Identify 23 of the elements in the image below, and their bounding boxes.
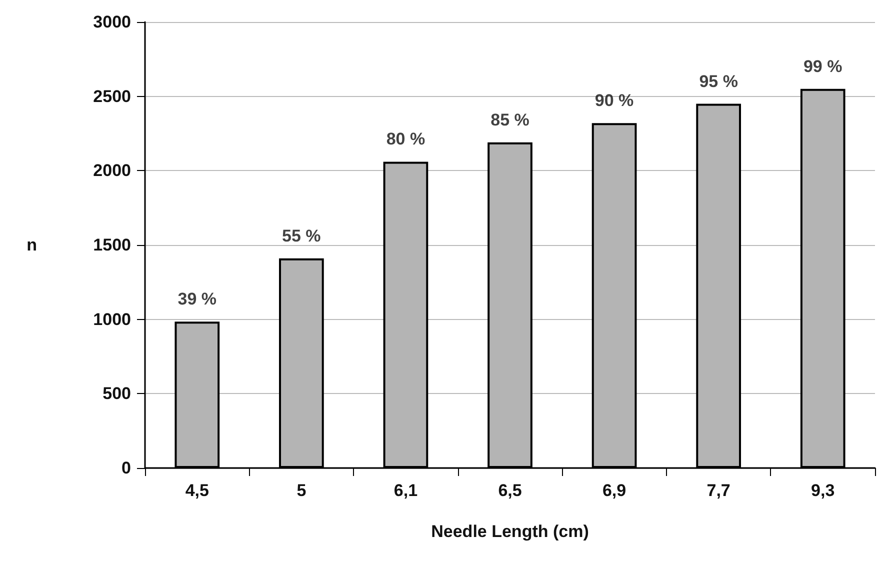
y-axis-title: n <box>26 236 37 254</box>
y-tick-label: 2000 <box>93 161 131 180</box>
y-tick-label: 500 <box>102 384 131 404</box>
annotation: 90 % <box>594 91 634 110</box>
annotation: 95 % <box>699 72 738 91</box>
y-tick-label: 3000 <box>93 12 131 32</box>
annotation: 99 % <box>803 56 842 76</box>
y-tick-label: 1500 <box>93 236 131 254</box>
x-tick-label: 7,7 <box>706 481 730 500</box>
y-tick-label: 1000 <box>93 310 131 329</box>
x-tick-label: 9,3 <box>811 481 835 500</box>
x-tick-label: 5 <box>296 481 306 500</box>
annotation: 80 % <box>386 130 426 149</box>
x-axis-title: Needle Length (cm) <box>431 522 589 541</box>
annotation: 85 % <box>490 110 530 130</box>
annotation: 55 % <box>282 226 321 246</box>
x-tick-label: 4,5 <box>185 481 209 500</box>
x-tick-label: 6,9 <box>602 481 626 500</box>
y-tick-label: 0 <box>122 458 131 478</box>
x-tick-label: 6,1 <box>394 481 418 500</box>
x-tick-label: 6,5 <box>498 481 522 500</box>
annotation: 39 % <box>178 290 217 309</box>
y-tick-label: 2500 <box>93 86 131 106</box>
